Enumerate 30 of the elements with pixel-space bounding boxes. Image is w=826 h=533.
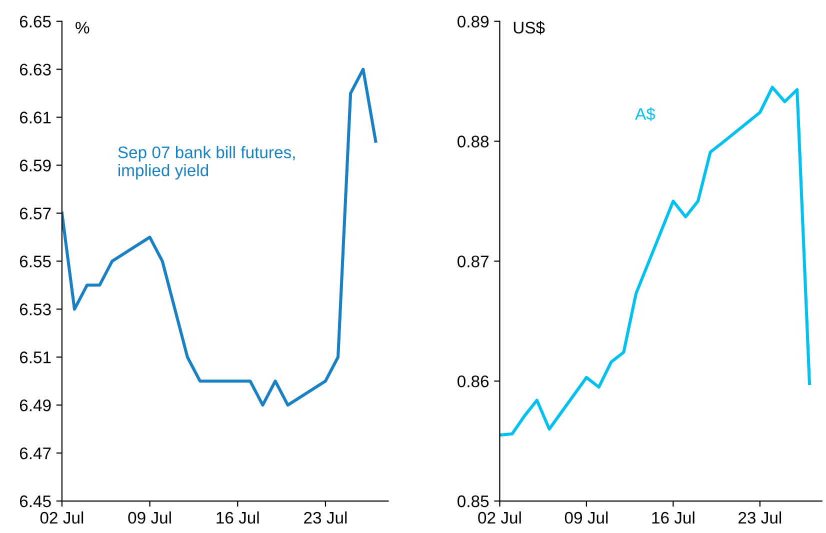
y-tick-label: 6.61 <box>20 112 51 124</box>
x-tick-label: 16 Jul <box>216 511 259 524</box>
y-tick-label: 0.87 <box>458 256 488 268</box>
x-tick-label: 02 Jul <box>40 511 84 524</box>
y-tick-label: 6.59 <box>20 160 51 172</box>
text: A$ <box>635 107 656 121</box>
x-tick-label: 02 Jul <box>478 511 521 524</box>
y-tick-label: 6.51 <box>20 352 51 364</box>
line-series <box>500 86 812 437</box>
y-tick-label: 6.45 <box>20 495 51 508</box>
y-tick-label: 6.47 <box>20 447 51 460</box>
x-tick-label: 09 Jul <box>564 511 608 524</box>
x-tick-label: 09 Jul <box>128 511 171 524</box>
y-tick-label: 6.53 <box>20 304 51 316</box>
y-tick-label: 6.65 <box>20 16 51 28</box>
y-tick-label: 6.57 <box>20 208 51 220</box>
y-tick-label: 0.86 <box>458 375 489 388</box>
x-tick-label: 23 Jul <box>304 511 347 524</box>
y-tick-label: 6.63 <box>20 64 51 76</box>
x-tick-label: 16 Jul <box>652 511 694 524</box>
line-series <box>62 68 378 407</box>
y-tick-label: 6.49 <box>20 399 51 412</box>
y-axis-title: % <box>76 22 90 34</box>
y-axis-title: US$ <box>514 21 545 35</box>
y-tick-label: 0.85 <box>458 495 489 508</box>
y-tick-label: 6.55 <box>20 256 51 268</box>
y-tick-label: 0.88 <box>458 136 489 148</box>
y-tick-label: 0.89 <box>458 16 489 28</box>
x-tick-label: 23 Jul <box>738 511 782 524</box>
text: Sep 07 bank bill futures, implied yield <box>118 146 295 180</box>
